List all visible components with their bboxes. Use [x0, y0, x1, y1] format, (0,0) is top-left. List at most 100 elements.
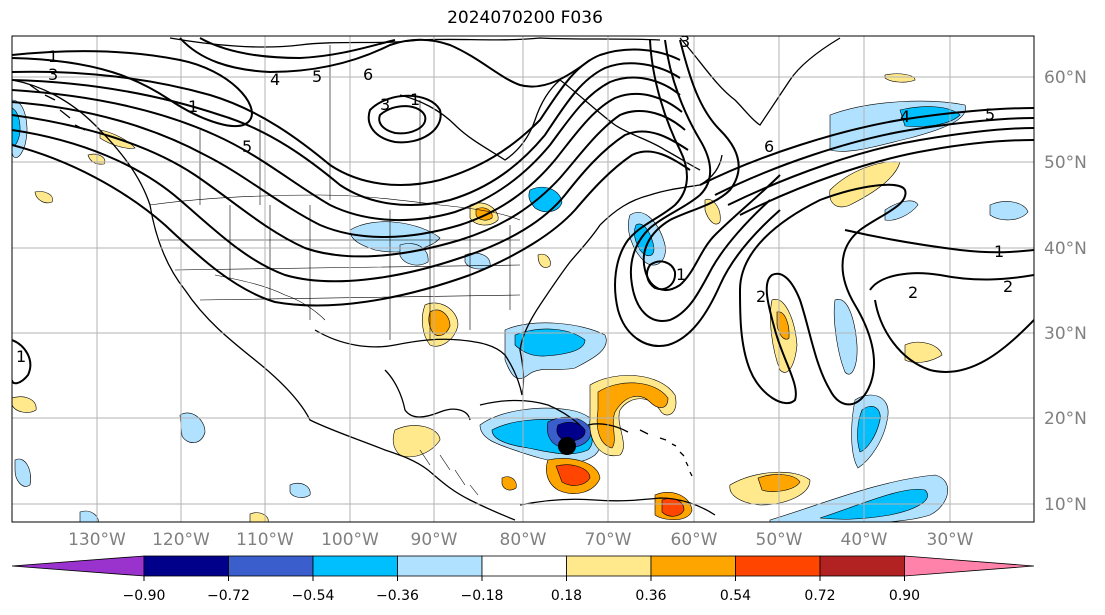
anomaly-neg-small6	[14, 458, 31, 487]
anomaly-pos-sm-c	[537, 253, 551, 268]
contour-atl-loop-4	[874, 299, 1034, 373]
anomaly-pos-sm-a	[501, 476, 517, 491]
contour-north-loop-2	[378, 105, 427, 135]
contour-atl-2	[714, 117, 1034, 196]
contour-label: 1	[188, 97, 198, 116]
contour-label: 6	[764, 137, 774, 156]
contour-trough-2	[629, 39, 771, 322]
coastline-gulf-east	[314, 224, 601, 396]
contour-label: 3	[48, 65, 58, 84]
colorbar-tick-label: 0.90	[889, 588, 920, 604]
latitude-label: 30°N	[1044, 324, 1087, 344]
contour-label: 2	[756, 287, 766, 306]
colorbar-tick-label: 0.18	[551, 588, 582, 604]
contour-label-layer: 1 3 4 5 6 3 1 3 1 5 4 5 6 1 2 2 2 1 1	[16, 32, 1013, 366]
anomaly-neg-small2	[989, 201, 1029, 221]
latitude-label: 50°N	[1044, 153, 1087, 173]
longitude-label: 80°W	[500, 530, 547, 550]
longitude-label: 130°W	[68, 530, 126, 550]
longitude-label: 90°W	[411, 530, 458, 550]
colorbar-labels: −0.90 −0.72 −0.54 −0.36 −0.18 0.18 0.36 …	[123, 588, 921, 604]
map-title: 2024070200 F036	[447, 8, 603, 28]
colorbar-segment-extend-high	[904, 555, 1035, 577]
latitude-label: 40°N	[1044, 239, 1087, 259]
contour-label: 5	[985, 105, 995, 124]
colorbar-tick-label: 0.72	[804, 588, 835, 604]
storm-center-marker	[558, 437, 576, 455]
colorbar-segment	[735, 555, 821, 577]
colorbar-segment	[566, 555, 652, 577]
longitude-label: 120°W	[152, 530, 210, 550]
longitude-axis: 130°W 120°W 110°W 100°W 90°W 80°W 70°W 6…	[68, 530, 974, 550]
contour-jet-5	[12, 93, 683, 238]
contour-trough-1	[642, 39, 781, 291]
longitude-label: 30°W	[927, 530, 974, 550]
border-us-canada	[149, 194, 521, 221]
contour-jet-8	[12, 144, 691, 307]
anomaly-pos-atl-e	[704, 198, 721, 225]
map-frame	[11, 35, 1035, 523]
latitude-label: 20°N	[1044, 409, 1087, 429]
longitude-label: 40°W	[841, 530, 888, 550]
contour-pac-sw	[12, 339, 32, 385]
longitude-label: 60°W	[671, 530, 718, 550]
anomaly-neg-small5	[289, 482, 311, 498]
anomaly-neg-small1	[884, 200, 919, 221]
contour-atl-4	[739, 139, 1034, 216]
contour-label: 1	[994, 242, 1004, 261]
coastline-canada-east	[599, 154, 723, 226]
contour-jet-7	[12, 129, 689, 283]
contour-label: 4	[900, 107, 910, 126]
contour-label: 1	[48, 47, 58, 66]
colorbar-segment-extend-low	[11, 555, 145, 577]
contour-label: 5	[312, 67, 322, 86]
contour-atl-3	[727, 127, 1034, 206]
contour-trough-4	[646, 260, 677, 291]
anomaly-neg-storm-core	[556, 421, 586, 442]
anomaly-pos-caribbean-s-core	[555, 464, 591, 486]
longitude-label: 110°W	[236, 530, 294, 550]
coastline-south-america	[519, 497, 716, 516]
colorbar-segment	[228, 555, 314, 577]
colorbar-segment	[397, 555, 483, 577]
latitude-axis: 60°N 50°N 40°N 30°N 20°N 10°N	[1044, 68, 1087, 515]
border-us-mexico	[214, 274, 326, 321]
contour-label: 1	[676, 265, 686, 284]
contour-label: 6	[363, 65, 373, 84]
contour-atl-loop-2	[869, 272, 1034, 291]
coastline-greenland	[679, 37, 841, 126]
contour-label: 2	[908, 283, 918, 302]
anomaly-neg-caribbean-inner	[514, 328, 586, 357]
longitude-label: 70°W	[585, 530, 632, 550]
coastline-yucatan	[384, 369, 471, 421]
coastline-north-america-west	[12, 79, 516, 521]
contour-label: 4	[270, 70, 280, 89]
colorbar-segment	[650, 555, 736, 577]
colorbar-tick-label: −0.72	[207, 588, 250, 604]
colorbar-segment	[312, 555, 398, 577]
colorbar-tick-label: −0.36	[376, 588, 419, 604]
anomaly-pos-pac-sm2	[12, 396, 37, 413]
graticule-layer	[12, 36, 1034, 522]
contour-atl-loop-1	[739, 183, 907, 406]
colorbar-ticks	[143, 576, 905, 581]
contour-label: 3	[680, 32, 690, 51]
longitude-label: 50°W	[756, 530, 803, 550]
colorbar-tick-label: −0.18	[461, 588, 504, 604]
anomaly-neg-small7	[79, 510, 99, 522]
colorbar-segment	[481, 555, 567, 577]
anomaly-pos-mid2	[904, 341, 943, 363]
coastline-hudson	[399, 79, 561, 161]
anomaly-neg-ne	[528, 186, 563, 213]
contour-label: 1	[410, 90, 420, 109]
contour-north-arc-1	[179, 37, 591, 88]
colorbar	[11, 555, 1035, 577]
contour-label: 2	[1003, 277, 1013, 296]
anomaly-pos-mexico	[392, 425, 441, 458]
colorbar-segment	[143, 555, 229, 577]
latitude-label: 10°N	[1044, 495, 1087, 515]
anomaly-pos-atl-bend-core	[596, 382, 669, 449]
colorbar-segment	[819, 555, 905, 577]
colorbar-tick-label: −0.90	[123, 588, 166, 604]
